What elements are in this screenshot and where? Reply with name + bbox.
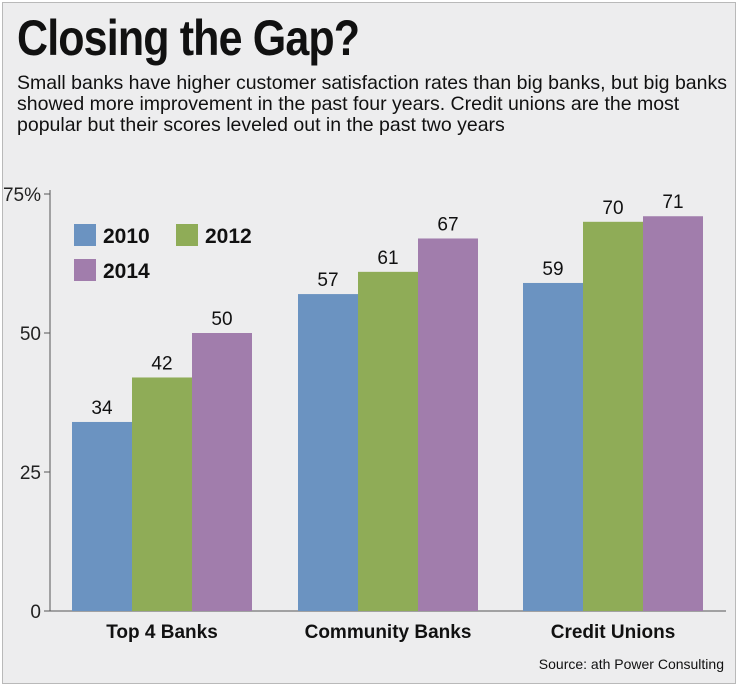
source-note: Source: ath Power Consulting — [538, 656, 724, 672]
legend-label-2010: 2010 — [103, 225, 150, 248]
y-tick-label: 25 — [20, 463, 41, 484]
y-tick-label: 75% — [3, 185, 41, 206]
bar-2014-2 — [643, 216, 703, 612]
legend-label-2014: 2014 — [103, 260, 150, 283]
data-label: 70 — [602, 198, 623, 219]
y-tick-label: 50 — [20, 324, 41, 345]
bar-2012-2 — [583, 221, 643, 612]
legend-label-2012: 2012 — [205, 225, 252, 248]
data-label: 42 — [151, 353, 172, 374]
data-label: 59 — [542, 259, 563, 280]
chart-title: Closing the Gap? — [17, 10, 360, 66]
bar-2012-0 — [132, 377, 192, 611]
legend-swatch-2012 — [176, 224, 198, 246]
bar-2010-2 — [523, 282, 583, 611]
x-category-label: Top 4 Banks — [106, 622, 218, 643]
data-label: 67 — [437, 214, 458, 235]
data-label: 61 — [377, 248, 398, 269]
x-category-label: Community Banks — [305, 622, 472, 643]
chart-subtitle: Small banks have higher customer satisfa… — [17, 72, 727, 136]
data-label: 57 — [317, 270, 338, 291]
data-label: 34 — [91, 398, 113, 419]
legend-swatch-2014 — [74, 259, 96, 281]
legend-swatch-2010 — [74, 224, 96, 246]
bar-2012-1 — [358, 271, 418, 611]
data-label: 71 — [662, 192, 683, 213]
bar-2010-0 — [72, 421, 132, 611]
bar-2014-1 — [418, 238, 478, 612]
bar-2010-1 — [298, 294, 358, 611]
x-category-label: Credit Unions — [551, 622, 676, 643]
y-tick-label: 0 — [30, 602, 41, 623]
data-label: 50 — [211, 309, 232, 330]
bar-2014-0 — [192, 333, 252, 611]
